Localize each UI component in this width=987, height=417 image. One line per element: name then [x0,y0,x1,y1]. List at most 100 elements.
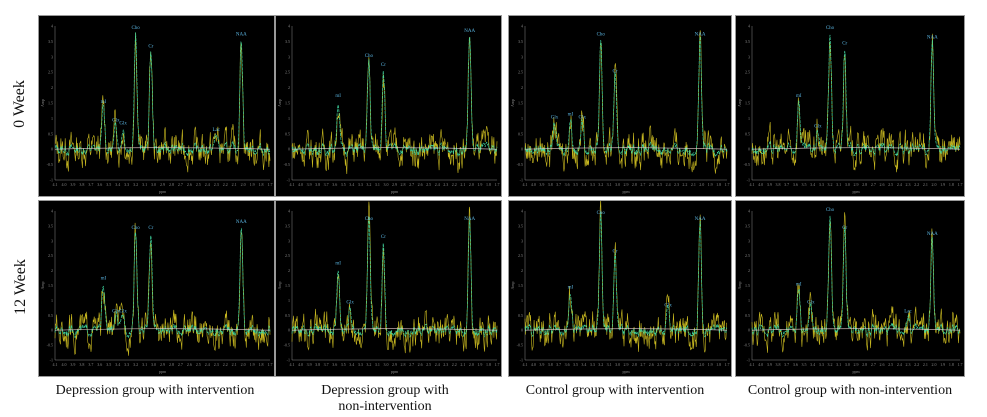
x-tick-label: 2.4 [897,362,902,367]
y-tick-label: 0.5 [745,131,750,136]
x-axis-label: ppm [852,189,860,194]
x-axis-label: ppm [159,369,167,374]
x-tick-label: 3.4 [349,362,354,367]
peak-label: Cr [381,63,386,68]
x-tick-label: 3.3 [124,362,129,367]
y-tick-label: -1 [287,358,290,363]
x-tick-label: 2.2 [223,182,228,187]
y-axis-label: Amp [277,282,282,290]
x-tick-label: 2.0 [932,362,937,367]
x-tick-label: 3.7 [556,182,561,187]
x-axis-label: ppm [622,369,630,374]
y-tick-label: 3 [51,238,53,243]
peak-label: mI [335,262,341,267]
peak-label: Cho [597,32,606,37]
peak-label: Cr [613,69,618,74]
raw-spectrum-line [291,201,498,354]
x-axis-label: ppm [391,369,399,374]
x-tick-label: 3.6 [97,362,102,367]
x-tick-label: 2.7 [640,362,645,367]
x-tick-label: 3.9 [767,182,772,187]
x-tick-label: 3.0 [383,362,388,367]
x-tick-label: 2.4 [435,362,440,367]
x-tick-label: 2.2 [452,362,457,367]
x-tick-label: 2.4 [435,182,440,187]
x-tick-label: 3.1 [142,362,147,367]
y-tick-label: 3.5 [285,223,290,228]
x-tick-label: 3.2 [366,362,371,367]
x-tick-label: 4.1 [53,362,58,367]
y-tick-label: -1 [287,178,290,183]
y-tick-label: 1.5 [285,101,290,106]
y-tick-label: 4 [51,24,53,29]
x-tick-label: 1.7 [495,182,500,187]
y-tick-label: 1.5 [518,283,523,288]
y-tick-label: 1.5 [745,283,750,288]
x-tick-label: 4.0 [298,362,303,367]
x-tick-label: 2.8 [401,362,406,367]
spectrum-plot: -1-0.500.511.522.533.544.1 4.0 3.9 3.8 3.7 3.… [40,209,273,375]
y-tick-label: 1 [748,298,750,303]
x-tick-label: 2.4 [205,362,210,367]
x-tick-label: 2.7 [409,362,414,367]
y-tick-label: -0.5 [744,162,750,167]
x-tick-label: 2.5 [426,182,431,187]
x-tick-label: 3.5 [341,182,346,187]
peak-label: Cr [842,42,847,47]
y-tick-label: 0.5 [48,313,53,318]
peak-label: Cr [381,235,386,240]
spectrum-panel: -1 -0.5 0 0.5 1 1.5 2 2.5 3 3.5 4 4.1 4.0 3.9 3.8 3.7 3.… [275,15,502,197]
column-label-control-intervention: Control group with intervention [525,383,705,398]
y-tick-label: 0 [288,147,290,152]
y-tick-label: 2.5 [518,70,523,75]
peak-label: NAA [464,217,475,222]
x-tick-label: 2.1 [232,182,237,187]
x-tick-label: 2.3 [906,362,911,367]
column-label-control-non-intervention: Control group with non-intervention [747,383,953,398]
x-tick-label: 3.9 [767,362,772,367]
fit-spectrum-line [524,211,728,338]
y-tick-label: 0 [521,328,523,333]
y-axis-label: Amp [737,99,742,107]
x-tick-label: 3.3 [358,182,363,187]
x-tick-label: 3.8 [776,182,781,187]
x-tick-label: 2.4 [205,182,210,187]
x-tick-label: 3.5 [802,182,807,187]
x-tick-label: 3.5 [573,182,578,187]
baseline-line [291,328,498,331]
peak-label: Glx [119,122,127,127]
x-tick-label: 3.8 [776,362,781,367]
x-tick-label: 1.7 [958,362,963,367]
peak-label: Glx [578,115,586,120]
y-tick-label: -1 [520,358,523,363]
fit-spectrum-line [751,34,961,157]
peak-label: Glx [119,309,127,314]
x-tick-label: 1.8 [716,182,721,187]
y-tick-label: -0.5 [284,162,290,167]
y-axis-label: Amp [510,282,515,290]
fit-spectrum-line [751,215,961,338]
y-tick-label: 2 [51,85,53,90]
y-tick-label: 1.5 [285,283,290,288]
x-tick-label: 4.0 [61,182,66,187]
x-tick-label: 3.8 [79,182,84,187]
y-tick-label: 1 [748,116,750,121]
x-tick-label: 1.9 [250,182,255,187]
x-tick-label: 2.9 [160,362,165,367]
x-tick-label: 3.3 [819,362,824,367]
y-tick-label: -0.5 [744,343,750,348]
spectrum-plot: -1-0.500.511.522.533.544.1 4.0 3.9 3.8 3.7 3.… [277,24,500,195]
x-tick-label: 2.9 [624,182,629,187]
y-tick-label: -1 [747,178,750,183]
peak-label: mI [101,100,107,105]
x-tick-label: 2.2 [223,362,228,367]
spectrum-plot: -1-0.500.511.522.533.544.1 4.0 3.9 3.8 3.7 3.… [510,24,730,195]
peak-label: mI [796,94,802,99]
x-tick-label: 3.1 [142,182,147,187]
y-axis-label: Amp [510,99,515,107]
x-tick-label: 3.1 [375,362,380,367]
peak-label: Cho [597,211,606,216]
x-tick-label: 2.7 [178,362,183,367]
x-tick-label: 4.0 [298,182,303,187]
x-tick-label: 1.8 [486,362,491,367]
